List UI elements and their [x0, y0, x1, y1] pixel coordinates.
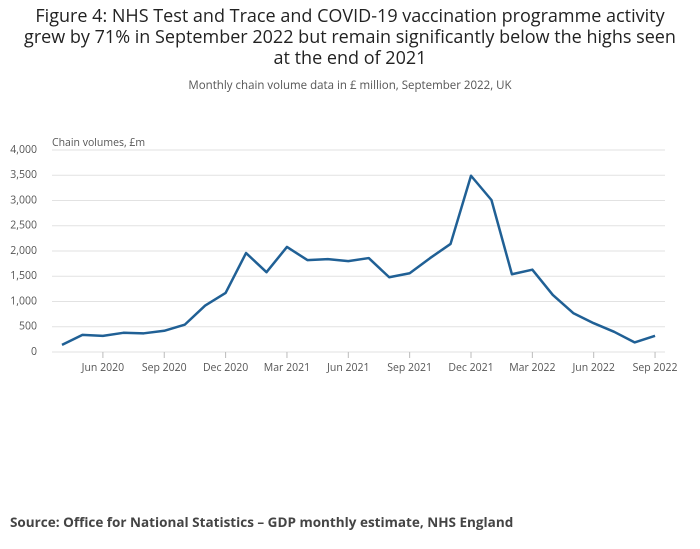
- y-tick-label: 1,000: [10, 294, 37, 308]
- y-tick-label: 500: [19, 320, 37, 334]
- chart-subtitle: Monthly chain volume data in £ million, …: [188, 78, 512, 93]
- x-tick-label: Sep 2022: [633, 361, 678, 375]
- y-tick-label: 0: [31, 345, 37, 359]
- chart-title: Figure 4: NHS Test and Trace and COVID-1…: [24, 4, 676, 70]
- x-tick-label: Jun 2020: [81, 361, 124, 375]
- y-tick-label: 1,500: [10, 269, 37, 283]
- x-tick-label: Jun 2021: [326, 361, 369, 375]
- x-tick-label: Sep 2021: [387, 361, 432, 375]
- y-tick-label: 2,500: [10, 219, 37, 233]
- y-tick-label: 2,000: [10, 244, 37, 258]
- y-axis-label: Chain volumes, £m: [52, 136, 145, 150]
- x-tick-label: Jun 2022: [571, 361, 614, 375]
- y-tick-label: 3,500: [10, 168, 37, 182]
- x-tick-label: Mar 2022: [509, 361, 555, 375]
- data-line: [61, 174, 656, 347]
- source-note: Source: Office for National Statistics –…: [10, 513, 514, 531]
- x-tick-label: Dec 2020: [203, 361, 248, 375]
- x-tick-label: Sep 2020: [142, 361, 187, 375]
- y-tick-label: 4,000: [10, 143, 37, 157]
- y-tick-label: 3,000: [10, 193, 37, 207]
- x-tick-label: Mar 2021: [264, 361, 310, 375]
- x-tick-label: Dec 2021: [448, 361, 493, 375]
